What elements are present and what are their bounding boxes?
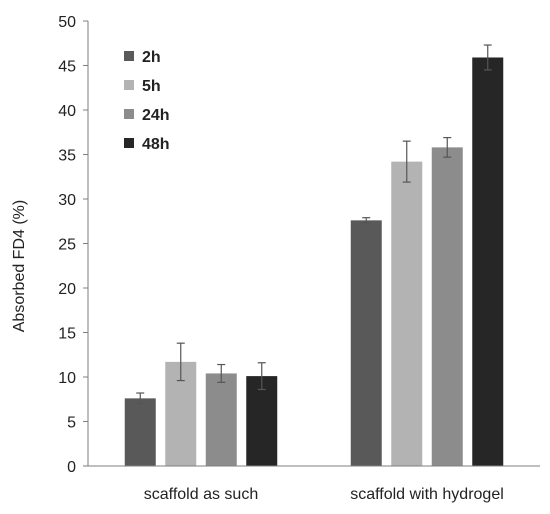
legend-swatch-2h	[124, 51, 134, 61]
x-tick-label: scaffold with hydrogel	[350, 486, 504, 503]
legend-swatch-5h	[124, 80, 134, 90]
bar-2h-with-hydrogel	[350, 220, 382, 466]
bar-48h-as-such	[246, 376, 278, 466]
y-tick-label: 35	[58, 148, 76, 165]
y-axis: 0 5 10 15 20 25 30 35 40 45 50	[58, 14, 89, 476]
legend-label-2h: 2h	[142, 49, 161, 66]
bar-24h-with-hydrogel	[431, 147, 463, 466]
y-tick-label: 30	[58, 192, 76, 209]
y-tick-label: 10	[58, 370, 76, 387]
x-tick-label: scaffold as such	[144, 486, 258, 503]
bars	[124, 57, 504, 467]
bar-24h-as-such	[205, 373, 237, 466]
legend-label-5h: 5h	[142, 78, 161, 95]
legend-label-48h: 48h	[142, 136, 170, 153]
legend: 2h 5h 24h 48h	[124, 49, 170, 153]
legend-swatch-48h	[124, 138, 134, 148]
y-tick-label: 40	[58, 103, 76, 120]
error-bars	[136, 44, 492, 405]
legend-label-24h: 24h	[142, 107, 170, 124]
y-tick-label: 20	[58, 281, 76, 298]
y-tick-label: 25	[58, 237, 76, 254]
bar-5h-with-hydrogel	[391, 161, 423, 466]
y-tick-label: 50	[58, 14, 76, 31]
y-axis-title: Absorbed FD4 (%)	[11, 200, 28, 333]
x-axis: scaffold as such scaffold with hydrogel	[88, 465, 540, 503]
bar-48h-with-hydrogel	[472, 57, 504, 467]
y-tick-label: 5	[67, 415, 76, 432]
y-tick-label: 15	[58, 326, 76, 343]
y-tick-label: 0	[67, 459, 76, 476]
y-tick-label: 45	[58, 59, 76, 76]
bar-2h-as-such	[124, 398, 156, 466]
legend-swatch-24h	[124, 109, 134, 119]
